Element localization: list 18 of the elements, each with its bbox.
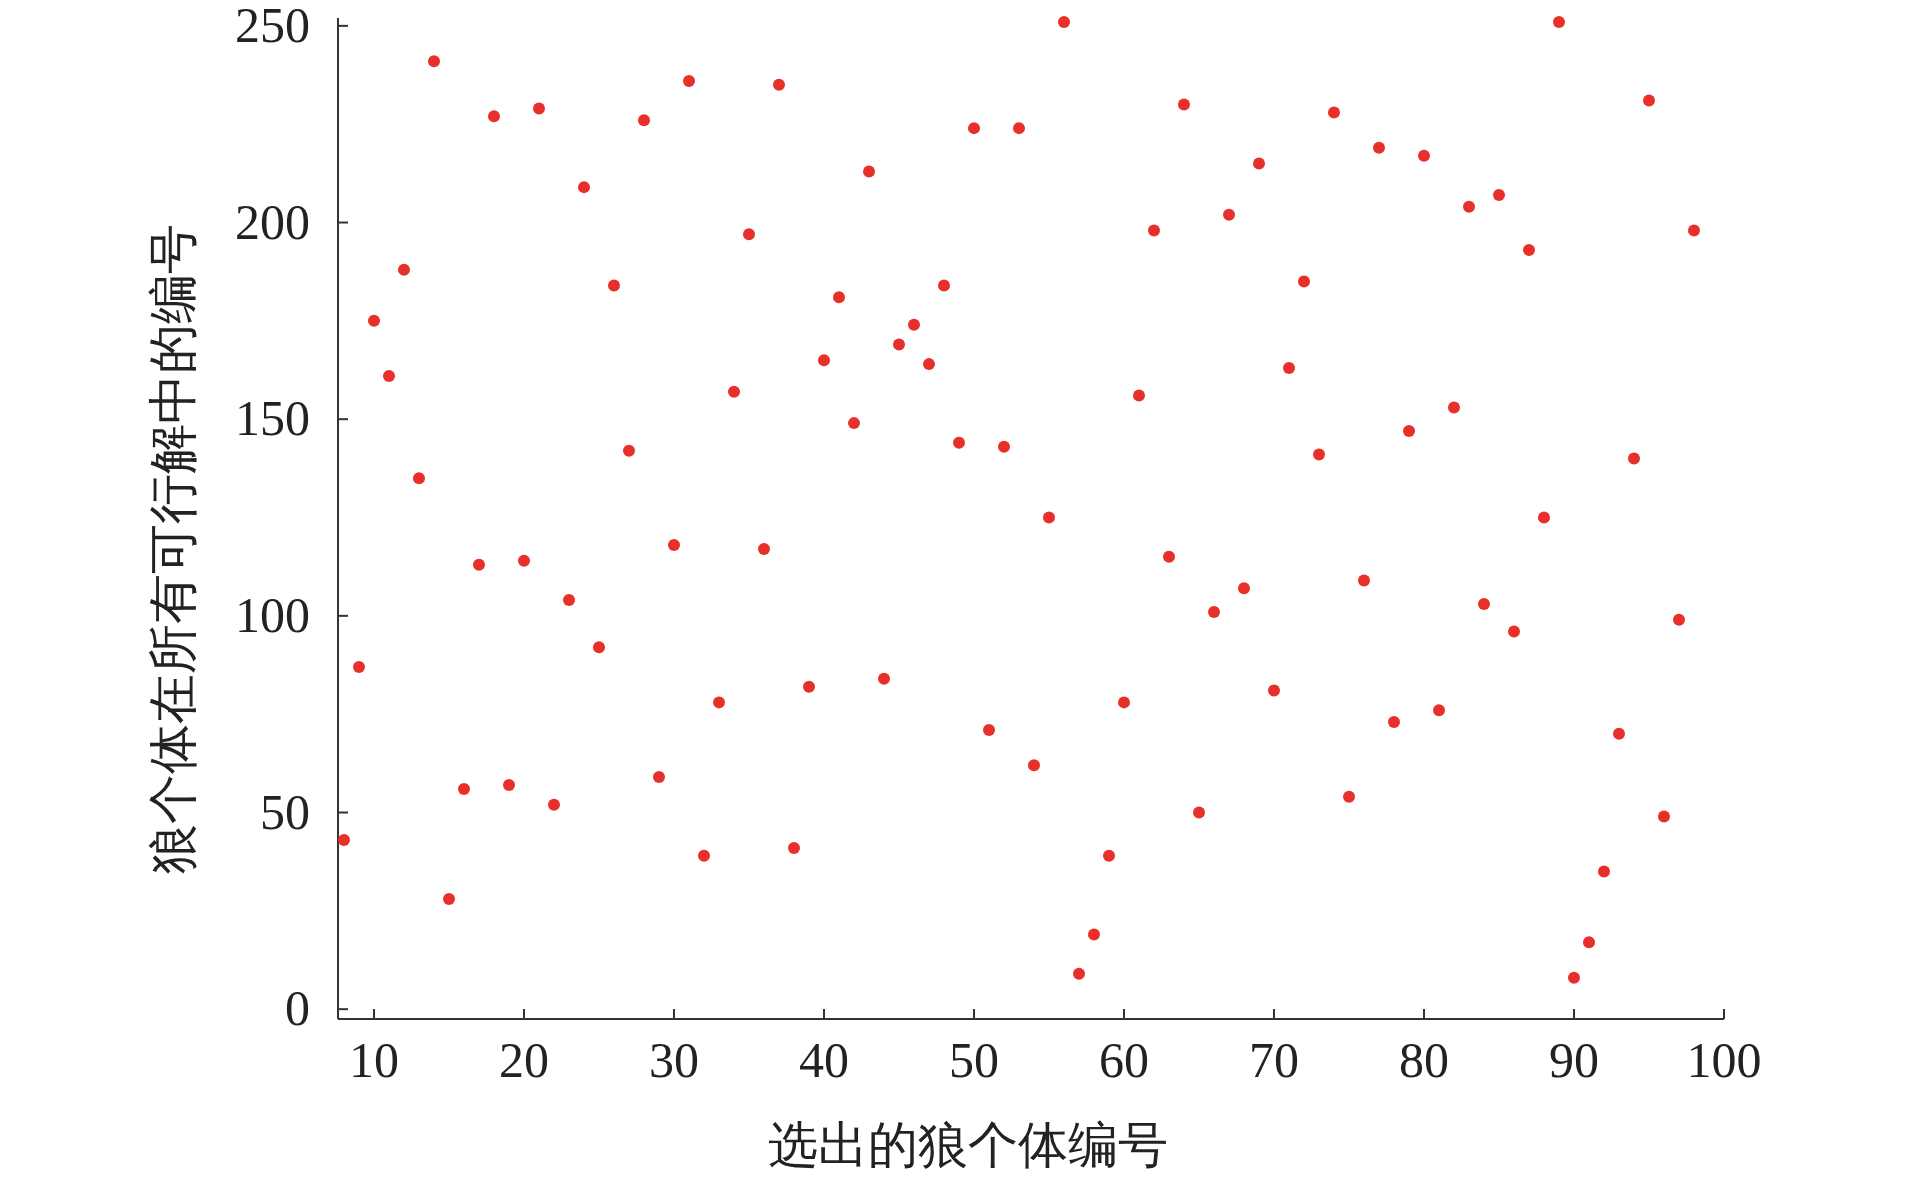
x-tick-label: 80 <box>1399 1032 1449 1088</box>
x-tick-label: 90 <box>1549 1032 1599 1088</box>
y-tick-label: 50 <box>260 783 310 840</box>
y-tick-label: 0 <box>285 980 310 1037</box>
x-tick-label: 10 <box>349 1032 399 1088</box>
x-axis-title: 选出的狼个体编号 <box>768 1117 1168 1173</box>
x-tick-label: 100 <box>1686 1032 1762 1088</box>
y-tick-label: 250 <box>235 0 310 53</box>
y-tick-label: 150 <box>235 390 310 447</box>
x-tick-label: 60 <box>1099 1032 1149 1088</box>
x-tick-label: 20 <box>499 1032 549 1088</box>
x-tick-label: 70 <box>1249 1032 1299 1088</box>
x-tick-label: 40 <box>799 1032 849 1088</box>
y-tick-label: 100 <box>235 586 310 643</box>
y-tick-label: 200 <box>235 193 310 250</box>
y-axis-title: 狼个体在所有可行解中的编号 <box>145 223 201 874</box>
x-tick-label: 50 <box>949 1032 999 1088</box>
x-tick-label: 30 <box>649 1032 699 1088</box>
